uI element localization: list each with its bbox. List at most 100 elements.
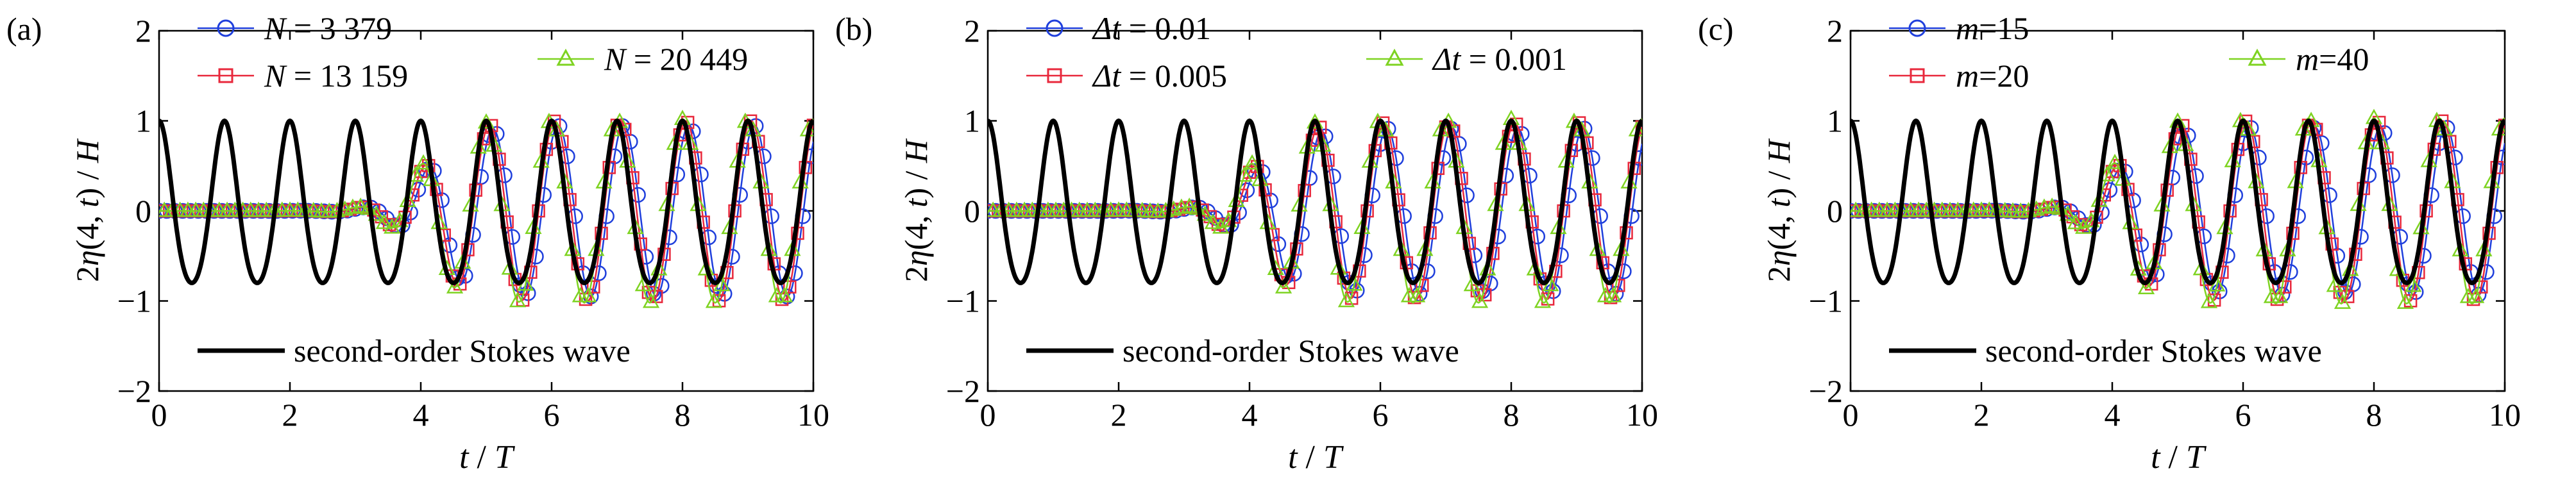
square-marker xyxy=(1047,68,1062,83)
y-tick-label: −1 xyxy=(946,283,980,319)
square-marker xyxy=(2498,119,2505,132)
legend-eq: = xyxy=(1979,58,1997,94)
legend-label: second-order Stokes wave xyxy=(1985,333,2322,369)
x-tick-label: 4 xyxy=(413,397,429,433)
triangle-marker xyxy=(2192,260,2210,276)
triangle-marker xyxy=(1996,201,2013,217)
square-marker xyxy=(1196,203,1209,217)
square-marker xyxy=(587,280,600,294)
y-tick-label: 0 xyxy=(1827,193,1843,229)
legend-entry: N = 13 159 xyxy=(198,58,408,94)
y-tick-label: −1 xyxy=(117,283,151,319)
legend: N = 3 379 N = 13 159 N = 20 449 second-orde… xyxy=(198,10,748,369)
y-label-part: (4, xyxy=(69,208,105,251)
x-axis-label: t / T xyxy=(459,439,515,476)
triangle-marker xyxy=(1337,292,1355,308)
y-tick-label: 0 xyxy=(964,193,980,229)
legend-var: m xyxy=(1956,10,1979,46)
legend-var: m xyxy=(2296,41,2319,77)
triangle-marker xyxy=(2342,260,2359,276)
legend-label: second-order Stokes wave xyxy=(294,333,631,369)
legend-var: m xyxy=(1956,58,1979,94)
y-label-part: t xyxy=(69,198,105,208)
triangle-marker xyxy=(2405,276,2422,292)
legend-label: N = 20 449 xyxy=(604,41,748,77)
x-tick-label: 6 xyxy=(544,397,560,433)
legend-var: N xyxy=(604,41,627,77)
legend-eq: = xyxy=(1461,41,1495,77)
legend-var: Δt xyxy=(1092,58,1121,94)
y-label-part: ) xyxy=(69,188,105,199)
legend-num: 3 379 xyxy=(320,10,393,46)
y-label-part: / xyxy=(1761,163,1797,188)
legend-num: 0.005 xyxy=(1155,58,1227,94)
legend-label: Δt = 0.001 xyxy=(1432,41,1567,77)
x-label-part: / xyxy=(2160,439,2186,476)
y-tick-label: −2 xyxy=(117,373,151,409)
triangle-marker xyxy=(2137,279,2155,294)
y-tick-label: 0 xyxy=(135,193,151,229)
x-tick-label: 8 xyxy=(1504,397,1520,433)
triangle-marker xyxy=(1605,287,1622,303)
triangle-marker xyxy=(1534,292,1552,308)
legend-var: N xyxy=(264,58,287,94)
plot-area xyxy=(1851,108,2505,309)
triangle-marker xyxy=(414,154,432,170)
square-marker xyxy=(1635,120,1642,134)
square-marker xyxy=(1258,183,1272,197)
triangle-marker xyxy=(2208,276,2226,292)
x-label-part: t xyxy=(1288,439,1298,476)
x-label-part: t xyxy=(2151,439,2161,476)
reference-wave-line xyxy=(159,118,813,285)
triangle-marker xyxy=(2468,287,2485,303)
legend-eq: = xyxy=(625,41,659,77)
y-label-part: ) xyxy=(1761,188,1797,199)
triangle-marker xyxy=(580,287,597,303)
legend-label: Δt = 0.01 xyxy=(1092,10,1211,46)
plot-area xyxy=(988,110,1642,308)
triangle-marker xyxy=(2396,293,2414,309)
triangle-marker xyxy=(1471,292,1489,308)
circle-marker xyxy=(1046,19,1063,37)
y-tick-label: −1 xyxy=(1809,283,1843,319)
legend-entry: m=40 xyxy=(2229,41,2369,77)
legend-entry: m=20 xyxy=(1889,58,2029,94)
x-axis-label: t / T xyxy=(2151,439,2207,476)
square-marker xyxy=(1910,68,1925,83)
x-tick-label: 2 xyxy=(282,397,298,433)
y-label-part: H xyxy=(898,138,934,163)
x-tick-label: 0 xyxy=(151,397,167,433)
triangle-marker xyxy=(1502,110,1520,125)
legend-num: 15 xyxy=(1997,10,2029,46)
y-label-part: H xyxy=(69,138,105,163)
square-marker xyxy=(430,183,443,196)
y-axis-label: 2η(4, t) / H xyxy=(898,138,934,282)
y-label-part: (4, xyxy=(1761,208,1797,251)
y-label-part: ) xyxy=(898,188,934,199)
x-tick-label: 4 xyxy=(2105,397,2121,433)
triangle-marker xyxy=(705,292,723,308)
y-label-part: (4, xyxy=(898,208,934,251)
legend: Δt = 0.01 Δt = 0.005 Δt = 0.001 second-orde… xyxy=(1026,10,1567,369)
square-marker xyxy=(2475,280,2488,294)
triangle-marker xyxy=(650,260,668,276)
triangle-marker xyxy=(1204,213,1221,229)
triangle-marker xyxy=(674,110,691,125)
legend-label: second-order Stokes wave xyxy=(1123,333,1459,369)
triangle-marker xyxy=(1385,48,1404,66)
circle-marker xyxy=(217,19,235,37)
y-label-part: 2 xyxy=(1761,266,1797,282)
legend-eq: = xyxy=(2319,41,2337,77)
triangle-marker xyxy=(1243,154,1261,170)
y-axis-label: 2η(4, t) / H xyxy=(1761,138,1797,282)
legend-entry: Δt = 0.001 xyxy=(1366,41,1567,77)
x-tick-label: 10 xyxy=(1626,397,1658,433)
triangle-marker xyxy=(1275,278,1292,294)
x-label-part: T xyxy=(2186,439,2207,476)
legend-num: 0.001 xyxy=(1495,41,1567,77)
y-tick-label: 1 xyxy=(1827,103,1843,139)
legend-var: Δt xyxy=(1432,41,1461,77)
